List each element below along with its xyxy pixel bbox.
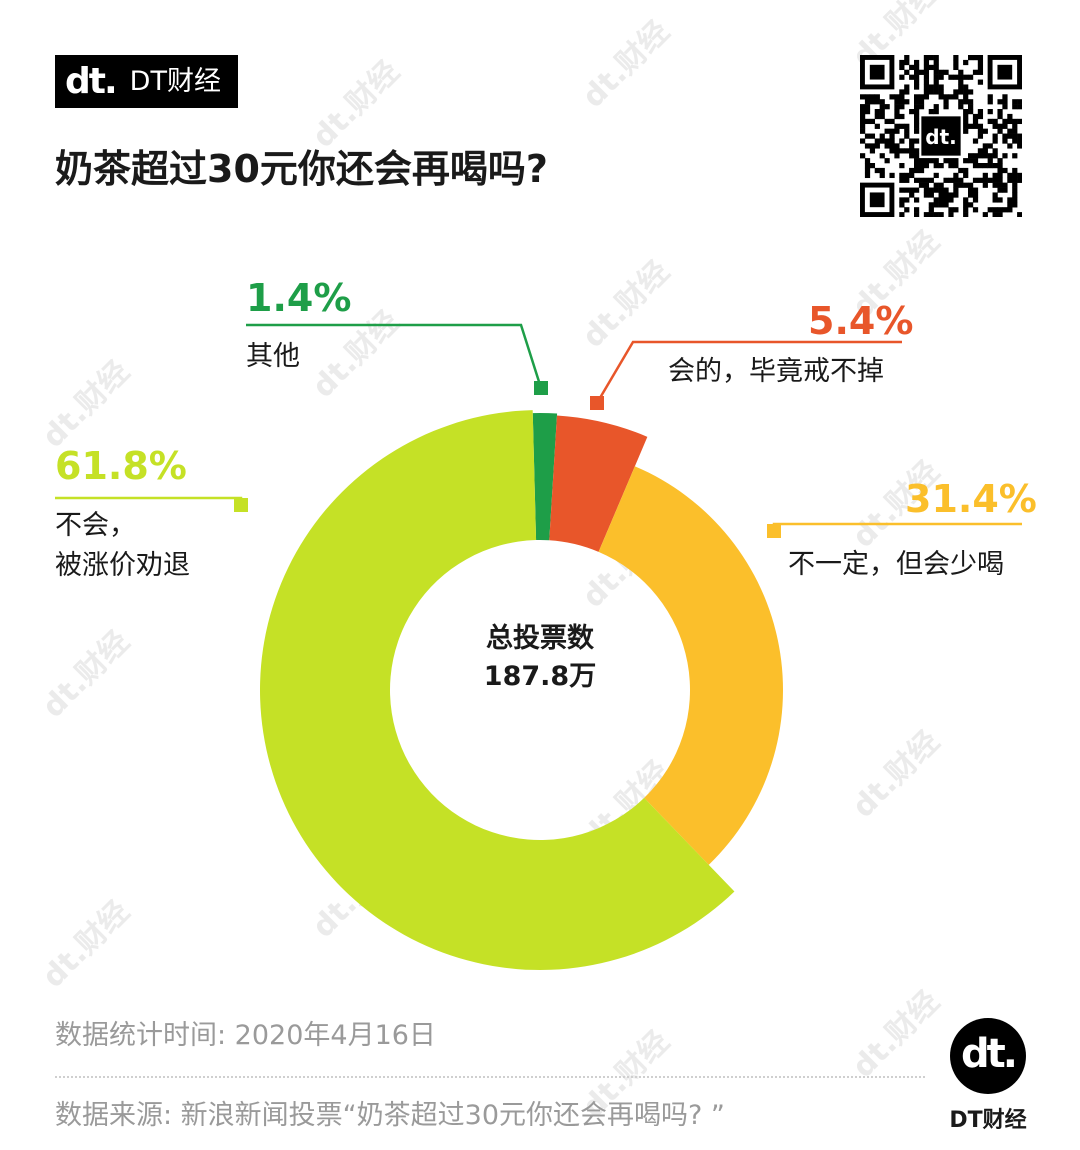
center-label-group: 总投票数 187.8万	[420, 620, 660, 696]
leader-line-maybe	[772, 522, 1022, 530]
footer-divider	[55, 1076, 925, 1078]
leader-marker-no	[234, 498, 248, 512]
leader-marker-yes	[590, 396, 604, 410]
slice-3	[260, 410, 735, 970]
data-source-note: 数据来源: 新浪新闻投票“奶茶超过30元你还会再喝吗? ”	[55, 1100, 725, 1131]
slice-1	[549, 415, 648, 552]
leader-marker-other	[534, 381, 548, 395]
center-label: 总投票数	[486, 623, 594, 654]
svg-text:dt.: dt.	[925, 125, 956, 149]
slice-0	[532, 413, 558, 541]
brand-logo-mark: dt.	[65, 60, 118, 102]
slice-label-maybe: 不一定，但会少喝	[788, 549, 1004, 580]
leader-marker-maybe	[767, 524, 781, 538]
stat-time-note: 数据统计时间: 2020年4月16日	[55, 1020, 436, 1051]
slice-2	[598, 466, 783, 865]
logo-mark: dt.	[961, 1031, 1018, 1077]
slice-label-yes: 会的，毕竟戒不掉	[668, 356, 884, 387]
brand-name: DT财经	[129, 66, 221, 97]
qr-code: dt.	[860, 55, 1022, 217]
brand-header: dt. DT财经	[55, 55, 238, 108]
logo-name: DT财经	[949, 1108, 1027, 1133]
leader-line-yes	[595, 340, 902, 404]
slice-percent-no: 61.8%	[55, 444, 187, 488]
slice-label-other: 其他	[246, 341, 300, 372]
slice-label-no: 不会， 被涨价劝退	[55, 510, 190, 581]
slice-percent-maybe: 31.4%	[905, 477, 1037, 521]
leader-line-no	[55, 496, 243, 505]
slice-percent-yes: 5.4%	[808, 299, 914, 343]
leader-line-other	[246, 323, 543, 389]
chart-title: 奶茶超过30元你还会再喝吗?	[55, 147, 548, 191]
dt-logo-icon: dt.	[950, 1018, 1026, 1094]
slice-percent-other: 1.4%	[246, 276, 352, 320]
center-value: 187.8万	[483, 661, 597, 692]
